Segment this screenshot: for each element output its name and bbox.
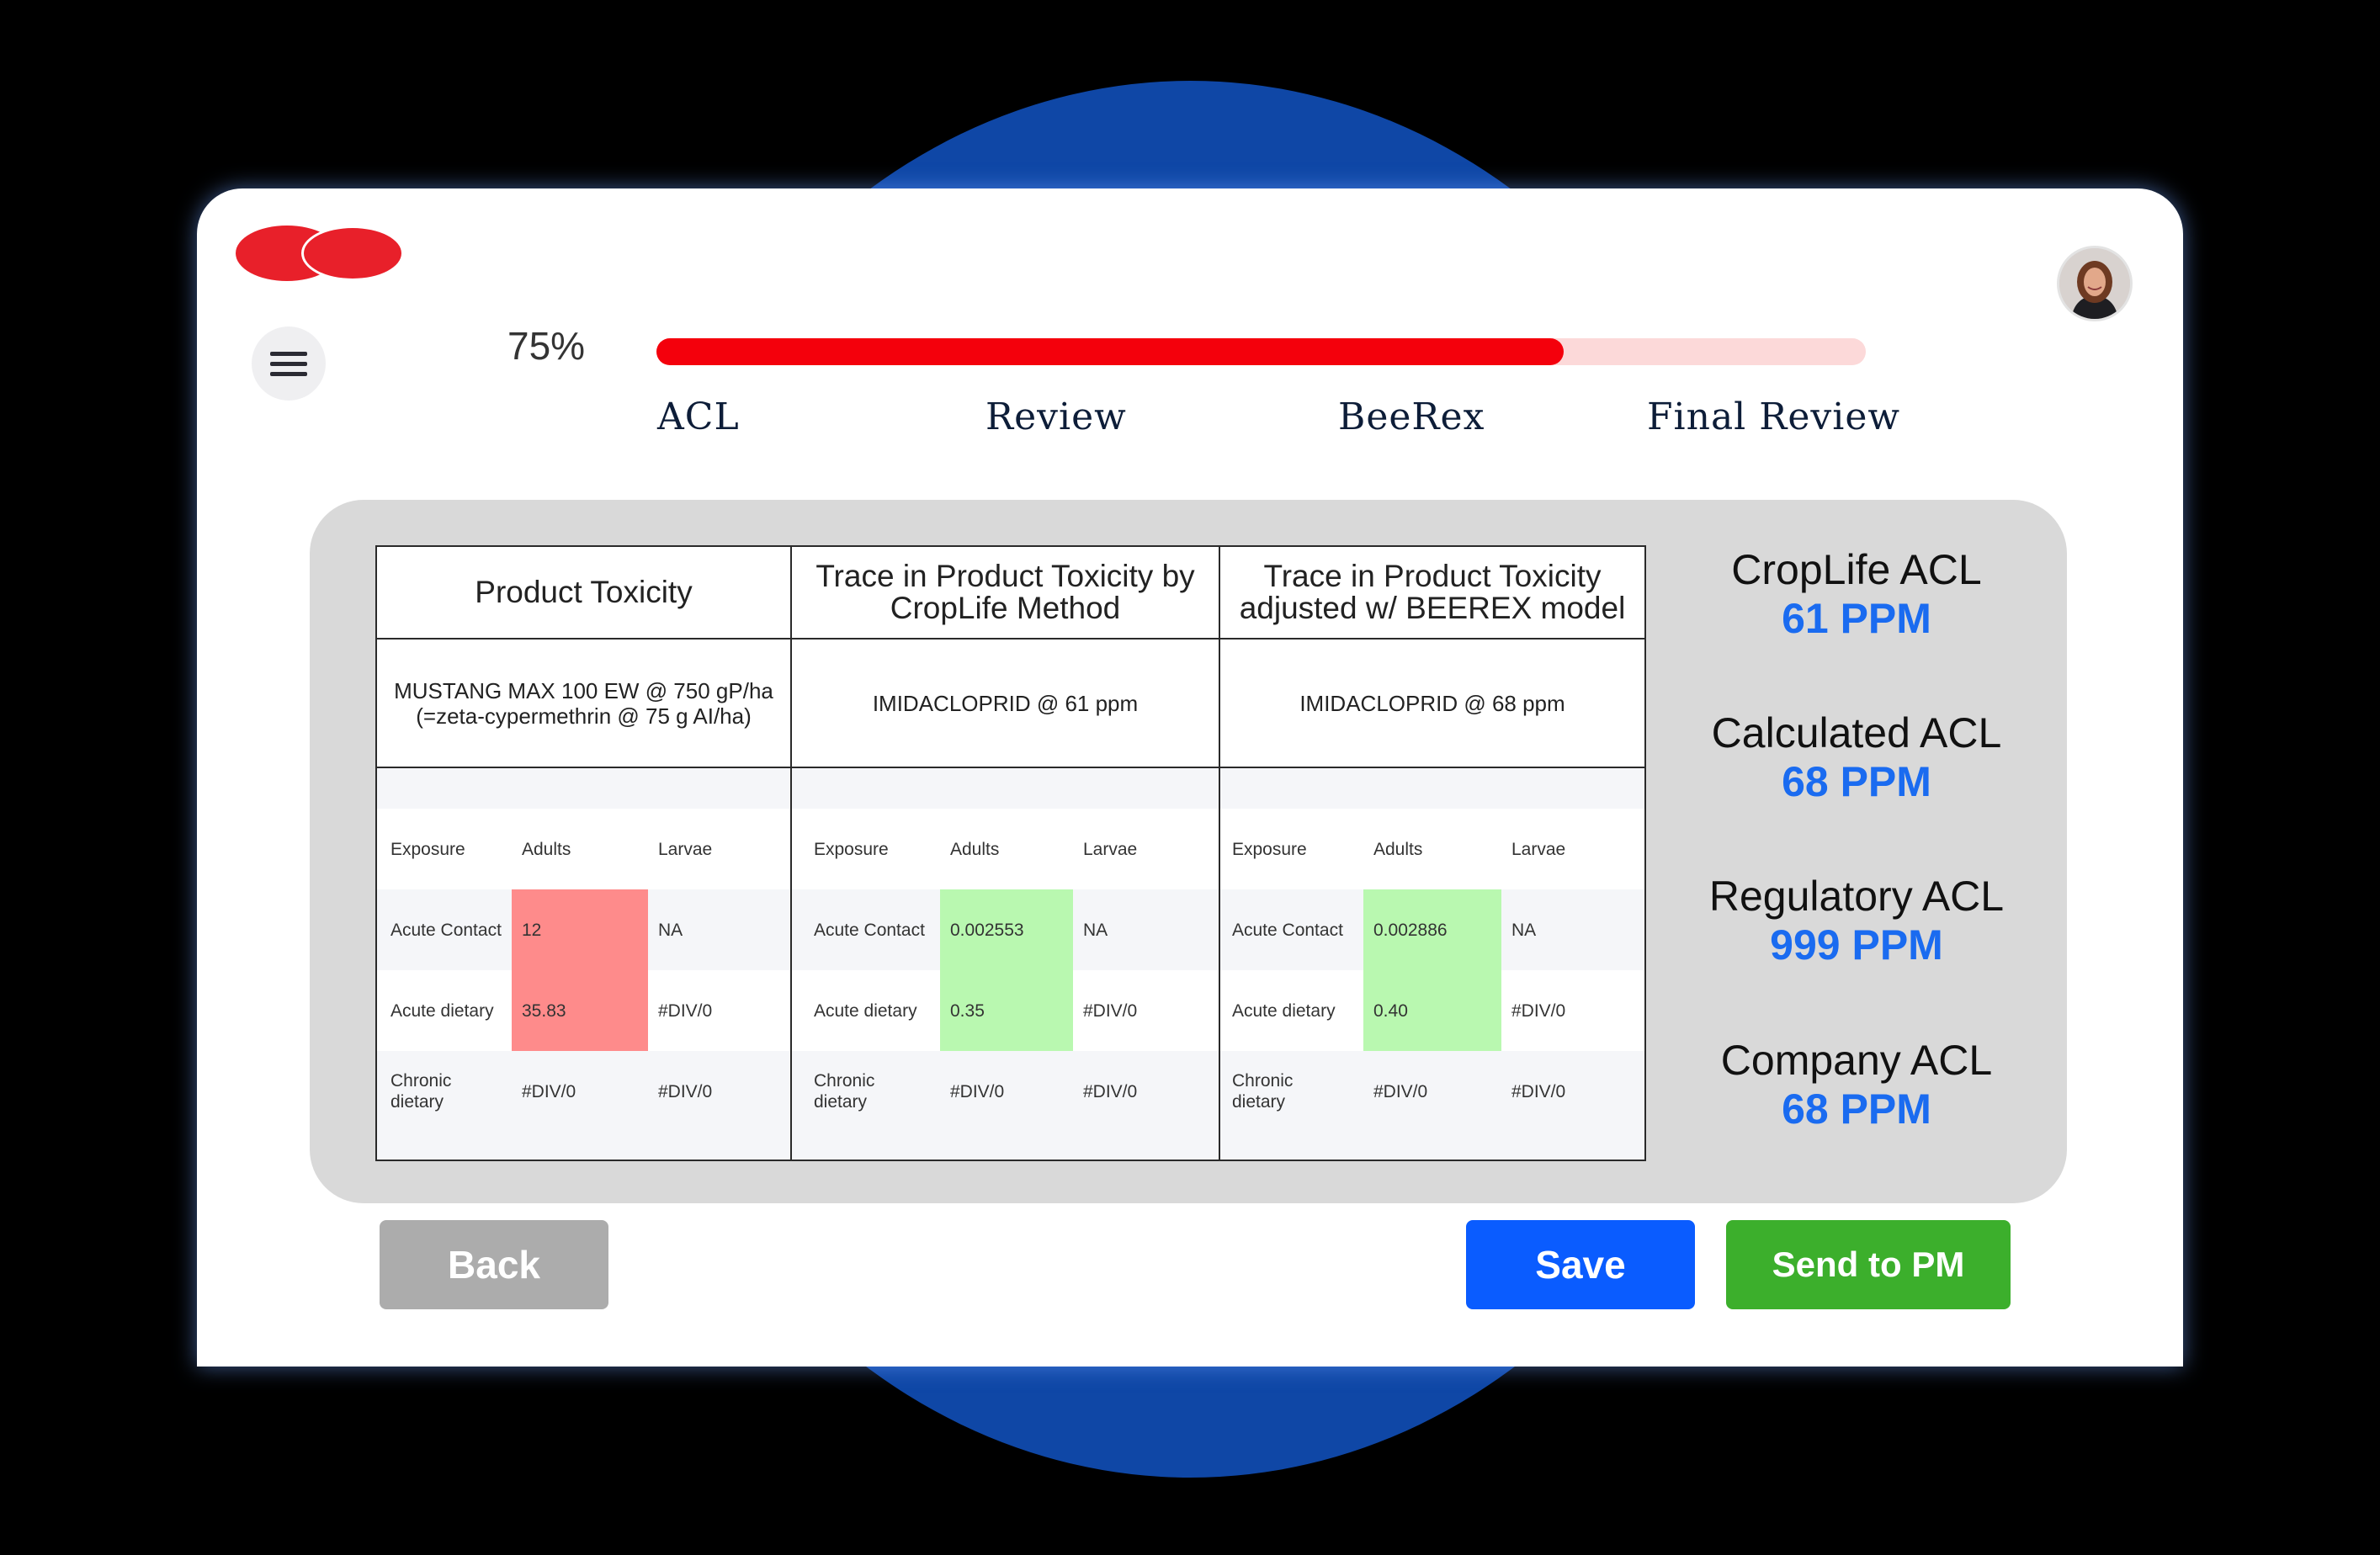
exposure-cell: Acute dietary [1232, 1000, 1336, 1021]
larvae-cell: NA [658, 920, 683, 940]
header-larvae: Larvae [1511, 839, 1566, 859]
progress-percent: 75% [507, 324, 586, 368]
column-subtitle: MUSTANG MAX 100 EW @ 750 gP/ha (=zeta-cy… [377, 640, 790, 768]
table-row: Chronic dietary #DIV/0 #DIV/0 [377, 1051, 790, 1132]
table-header-row: Exposure Adults Larvae [377, 809, 790, 889]
exposure-cell: Chronic dietary [814, 1071, 875, 1112]
company-acl: Company ACL 68 PPM [1655, 1036, 2059, 1133]
menu-button[interactable] [252, 326, 326, 401]
larvae-cell: NA [1083, 920, 1108, 940]
table-row: Acute dietary 35.83 #DIV/0 [377, 970, 790, 1051]
toxicity-table: Exposure Adults Larvae Acute Contact 0.0… [1220, 768, 1644, 1160]
table-header-row: Exposure Adults Larvae [792, 809, 1219, 889]
column-title: Trace in Product Toxicity adjusted w/ BE… [1220, 547, 1644, 640]
adults-cell: 0.002553 [940, 889, 1073, 970]
step-review[interactable]: Review [985, 395, 1127, 438]
acl-value: 61 PPM [1782, 595, 1931, 642]
header-larvae: Larvae [658, 839, 713, 859]
exposure-cell: Acute dietary [390, 1000, 494, 1021]
product-toxicity-column: Product Toxicity MUSTANG MAX 100 EW @ 75… [375, 545, 792, 1161]
send-to-pm-button[interactable]: Send to PM [1726, 1220, 2011, 1309]
header-larvae: Larvae [1083, 839, 1138, 859]
header-exposure: Exposure [390, 839, 465, 859]
acl-label: CropLife ACL [1731, 546, 1982, 593]
beerex-model-column: Trace in Product Toxicity adjusted w/ BE… [1219, 545, 1646, 1161]
larvae-cell: #DIV/0 [1083, 1081, 1138, 1101]
table-row: Acute dietary 0.35 #DIV/0 [792, 970, 1219, 1051]
logo-circle-right [301, 226, 404, 281]
adults-cell: #DIV/0 [950, 1081, 1005, 1101]
toxicity-table: Exposure Adults Larvae Acute Contact 0.0… [792, 768, 1219, 1160]
adults-cell: 35.83 [512, 970, 648, 1051]
header-adults: Adults [1373, 839, 1423, 859]
back-button[interactable]: Back [380, 1220, 608, 1309]
larvae-cell: NA [1511, 920, 1537, 940]
exposure-cell: Acute Contact [814, 920, 925, 940]
adults-cell: 12 [512, 889, 648, 970]
larvae-cell: #DIV/0 [1511, 1000, 1566, 1021]
header-adults: Adults [950, 839, 1000, 859]
header-exposure: Exposure [1232, 839, 1307, 859]
avatar[interactable] [2057, 246, 2133, 321]
toxicity-table: Exposure Adults Larvae Acute Contact 12 … [377, 768, 790, 1160]
croplife-acl: CropLife ACL 61 PPM [1655, 545, 2059, 643]
column-title: Trace in Product Toxicity by CropLife Me… [792, 547, 1219, 640]
larvae-cell: #DIV/0 [1083, 1000, 1138, 1021]
acl-value: 999 PPM [1770, 921, 1943, 969]
larvae-cell: #DIV/0 [1511, 1081, 1566, 1101]
table-row: Acute Contact 0.002886 NA [1220, 889, 1644, 970]
column-subtitle: IMIDACLOPRID @ 61 ppm [792, 640, 1219, 768]
table-row: Chronic dietary #DIV/0 #DIV/0 [792, 1051, 1219, 1132]
exposure-cell: Acute dietary [814, 1000, 917, 1021]
acl-label: Company ACL [1720, 1037, 1993, 1084]
larvae-cell: #DIV/0 [658, 1000, 713, 1021]
header-exposure: Exposure [814, 839, 889, 859]
step-final-review[interactable]: Final Review [1647, 395, 1901, 438]
hamburger-icon [270, 351, 307, 356]
table-header-row: Exposure Adults Larvae [1220, 809, 1644, 889]
adults-cell: 0.40 [1363, 970, 1501, 1051]
header-adults: Adults [522, 839, 571, 859]
exposure-cell: Acute Contact [1232, 920, 1343, 940]
adults-cell: 0.002886 [1363, 889, 1501, 970]
progress-bar-fill [656, 338, 1564, 365]
save-button[interactable]: Save [1466, 1220, 1695, 1309]
exposure-cell: Acute Contact [390, 920, 502, 940]
croplife-method-column: Trace in Product Toxicity by CropLife Me… [790, 545, 1220, 1161]
larvae-cell: #DIV/0 [658, 1081, 713, 1101]
exposure-cell: Chronic dietary [1232, 1071, 1294, 1112]
regulatory-acl: Regulatory ACL 999 PPM [1655, 872, 2059, 969]
logo [236, 226, 404, 281]
acl-value: 68 PPM [1782, 1085, 1931, 1133]
user-avatar-icon [2059, 248, 2130, 319]
table-row: Acute Contact 12 NA [377, 889, 790, 970]
table-row: Acute dietary 0.40 #DIV/0 [1220, 970, 1644, 1051]
adults-cell: #DIV/0 [1373, 1081, 1428, 1101]
column-title: Product Toxicity [377, 547, 790, 640]
table-row: Chronic dietary #DIV/0 #DIV/0 [1220, 1051, 1644, 1132]
acl-label: Calculated ACL [1711, 709, 2002, 756]
adults-cell: 0.35 [940, 970, 1073, 1051]
column-subtitle: IMIDACLOPRID @ 68 ppm [1220, 640, 1644, 768]
step-beerex[interactable]: BeeRex [1338, 395, 1485, 438]
acl-label: Regulatory ACL [1708, 873, 2005, 920]
exposure-cell: Chronic dietary [390, 1071, 452, 1112]
acl-value: 68 PPM [1782, 758, 1931, 805]
adults-cell: #DIV/0 [522, 1081, 576, 1101]
table-row: Acute Contact 0.002553 NA [792, 889, 1219, 970]
progress-bar [656, 338, 1866, 365]
step-acl[interactable]: ACL [657, 395, 740, 438]
calculated-acl: Calculated ACL 68 PPM [1655, 709, 2059, 806]
